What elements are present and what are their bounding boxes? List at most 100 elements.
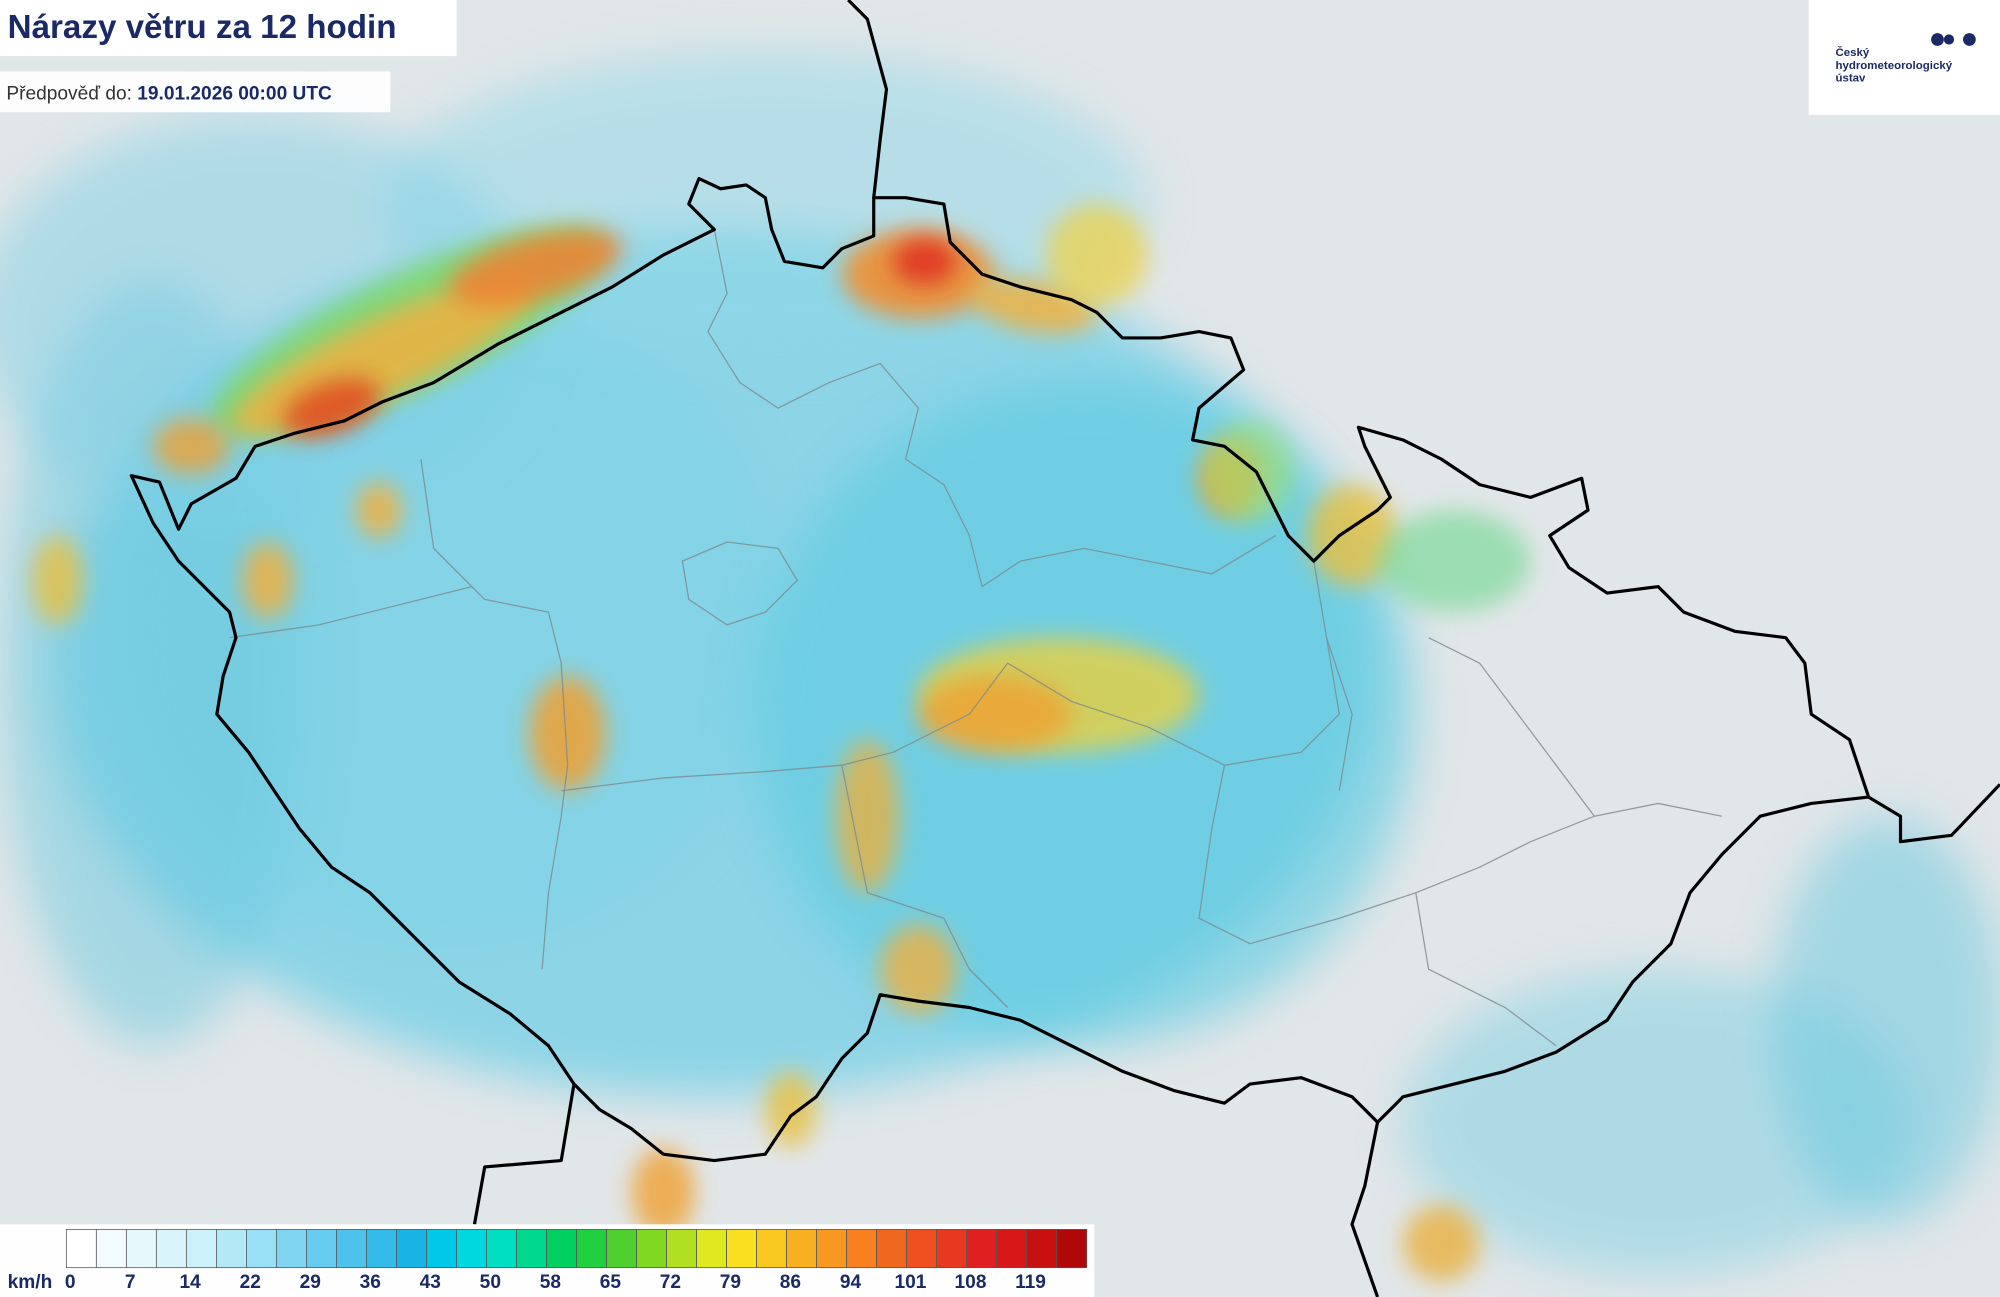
legend-tick-label: 86 [780, 1272, 801, 1293]
logo-box [1808, 0, 2000, 115]
legend-tick-label: 14 [180, 1272, 202, 1293]
legend-swatch [306, 1229, 337, 1269]
wind-field [0, 51, 2000, 1282]
forecast-time: 19.01.2026 00:00 UTC [137, 83, 332, 104]
at-hu-border [472, 1083, 1380, 1297]
legend-swatch [1026, 1229, 1058, 1269]
legend-tick-label: 101 [895, 1272, 927, 1293]
logo-mark [1943, 34, 1955, 45]
legend-tick-label: 119 [1015, 1272, 1046, 1293]
legend-swatch [336, 1229, 367, 1269]
legend-swatch [516, 1229, 547, 1269]
regional-borders [229, 229, 1723, 1047]
legend-swatch [906, 1229, 938, 1269]
legend-swatch [966, 1229, 998, 1269]
legend-swatch [546, 1229, 577, 1269]
forecast-box [0, 71, 391, 113]
legend-swatch [756, 1229, 787, 1269]
legend-swatch [276, 1229, 307, 1269]
legend-swatch [125, 1229, 157, 1269]
legend-swatch [95, 1229, 127, 1269]
legend-swatch [456, 1229, 487, 1269]
wind-area [449, 229, 623, 307]
legend-swatch [846, 1229, 878, 1269]
legend-swatch [366, 1229, 397, 1269]
legend-swatch [185, 1229, 217, 1269]
wind-area [355, 482, 402, 539]
legend-tick-label: 22 [240, 1272, 261, 1293]
wind-area [918, 675, 1072, 753]
wind-area [835, 739, 900, 893]
wind-area [1045, 204, 1148, 307]
legend-tick-label: 0 [65, 1272, 76, 1293]
legend: 0 7 14 22 29 36 43 50 58 65 72 79 86 94 101 108 119 [65, 1229, 1088, 1293]
region-border [1325, 637, 1595, 817]
legend-swatch [816, 1229, 848, 1269]
logo-mark [1963, 33, 1976, 46]
legend-swatch [486, 1229, 517, 1269]
forecast: Předpověď do: 19.01.2026 00:00 UTC [6, 83, 332, 104]
region-border [420, 459, 569, 970]
wind-area [765, 1071, 817, 1148]
legend-tick-label: 50 [480, 1272, 501, 1293]
wind-area [282, 378, 381, 438]
wind-area [153, 418, 230, 475]
legend-swatch [216, 1229, 247, 1269]
legend-swatch [996, 1229, 1028, 1269]
wind-area [892, 238, 957, 285]
wind-area [31, 535, 83, 625]
legend-swatch [636, 1229, 667, 1269]
legend-tick-label: 36 [360, 1272, 381, 1293]
region-border [561, 561, 1340, 792]
legend-tick-label: 29 [300, 1272, 321, 1293]
wind-area [631, 1147, 696, 1238]
legend-tick-label: 58 [540, 1272, 562, 1293]
wind-area [880, 924, 957, 1014]
logo-text: Český [1835, 46, 1869, 59]
legend-tick-label: 108 [955, 1272, 987, 1293]
czech-border [129, 176, 1871, 1163]
logo-text: ústav [1835, 73, 1866, 85]
region-border [1198, 765, 1723, 1047]
wind-area [242, 542, 294, 619]
legend-swatch [576, 1229, 607, 1269]
legend-tick-label: 79 [720, 1272, 741, 1293]
wind-area [1307, 484, 1397, 587]
region-border [707, 229, 1276, 588]
legend-swatch [786, 1229, 818, 1269]
legend-swatch [396, 1229, 427, 1269]
legend-tick-label: 43 [420, 1272, 441, 1293]
legend-swatch [606, 1229, 637, 1269]
legend-swatch [65, 1229, 97, 1269]
sk-border [1867, 783, 2000, 844]
forecast-label: Předpověď do: [6, 83, 132, 104]
legend-unit: km/h [8, 1272, 53, 1293]
legend-swatch [936, 1229, 968, 1269]
title: Nárazy větru za 12 hodin [8, 9, 397, 46]
legend-tick-label: 94 [840, 1272, 862, 1293]
title-box [0, 0, 457, 57]
wind-area [1205, 420, 1295, 523]
legend-tick-label: 72 [660, 1272, 681, 1293]
legend-swatch [666, 1229, 697, 1269]
legend-swatch [246, 1229, 277, 1269]
de-pl-border [847, 0, 889, 198]
region-border [229, 586, 1009, 1008]
legend-tick-label: 7 [125, 1272, 136, 1293]
wind-area [529, 675, 606, 791]
logo-mark [1931, 33, 1944, 46]
wind-area [1772, 816, 2000, 1225]
wind-area [1403, 1205, 1480, 1282]
legend-swatch [155, 1229, 187, 1269]
legend-tick-label: 65 [600, 1272, 622, 1293]
wind-area [0, 114, 536, 523]
state-borders [129, 0, 2000, 1297]
logo-text: hydrometeorologický [1835, 60, 1952, 72]
wind-area [1377, 510, 1531, 613]
legend-swatch [876, 1229, 908, 1269]
legend-swatch [1056, 1229, 1088, 1269]
prague-border [681, 541, 798, 626]
legend-swatch [696, 1229, 727, 1269]
